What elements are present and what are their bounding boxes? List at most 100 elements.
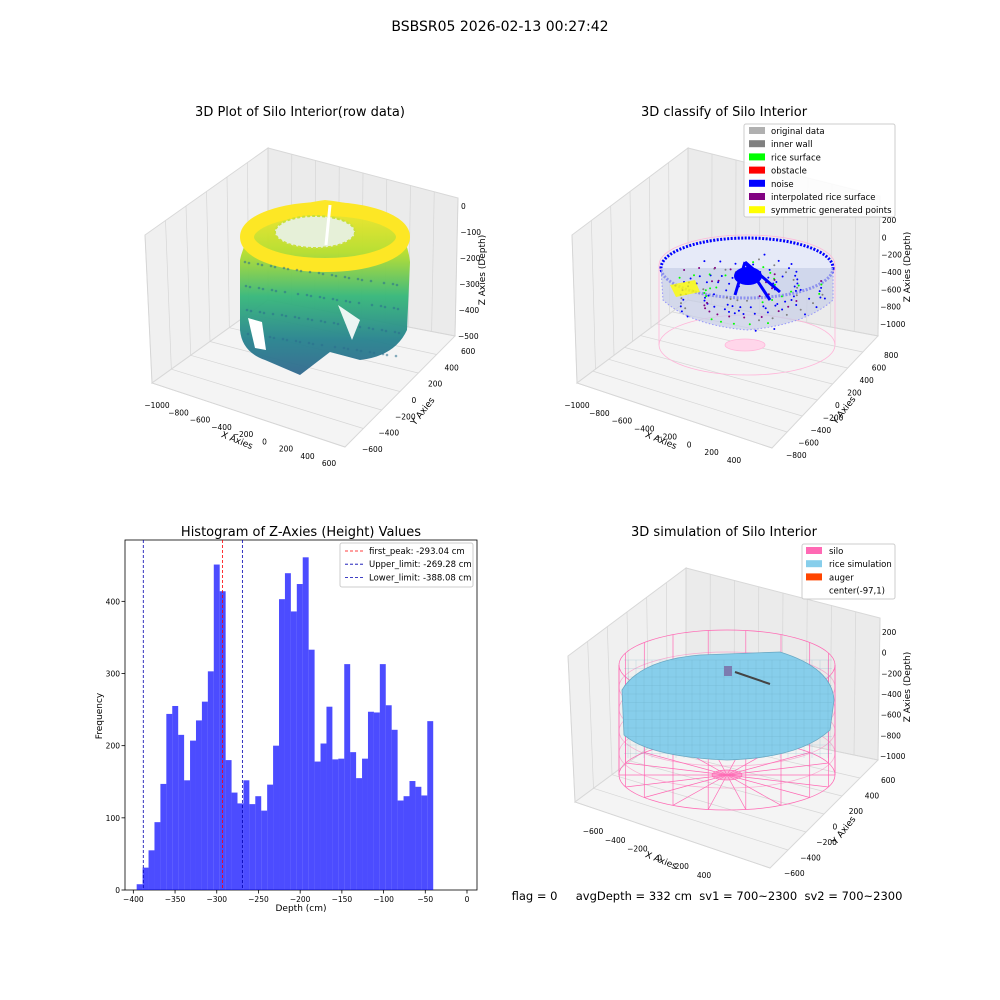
classify-data-point [777, 310, 780, 313]
histogram-bar [338, 758, 345, 890]
raw-data-point [331, 297, 335, 301]
histogram-bar [373, 712, 380, 890]
classify-legend-swatch [749, 153, 765, 161]
classify-data-point [773, 264, 776, 267]
panel-raw-3d: 3D Plot of Silo Interior(row data) −1000… [144, 105, 488, 468]
panel-classify-3d: 3D classify of Silo Interior original da… [564, 105, 913, 465]
histogram-x-tick-label: −400 [123, 895, 144, 904]
histogram-x-tick-label: −300 [206, 895, 227, 904]
classify-data-point [684, 307, 687, 310]
raw-data-point [262, 311, 266, 315]
classify-data-point [753, 312, 756, 315]
classify-data-point [706, 301, 708, 304]
classify-data-point [815, 306, 818, 309]
raw-data-point [358, 325, 362, 329]
classify-data-point [704, 307, 707, 310]
classify-data-point [716, 313, 719, 316]
histogram-x-axis-label: Depth (cm) [275, 904, 326, 914]
grid-line [648, 176, 652, 328]
simulation-z-tick-label: −1000 [880, 752, 906, 761]
classify-data-point [818, 292, 821, 295]
raw-data-point [247, 261, 251, 265]
histogram-bar [320, 743, 327, 890]
histogram-title: Histogram of Z-Axies (Height) Values [181, 525, 421, 540]
histogram-x-tick-label: −150 [332, 895, 353, 904]
classify-data-point [680, 310, 683, 313]
classify-data-point [729, 268, 732, 271]
raw-y-tick-label: −400 [379, 429, 400, 438]
simulation-legend-label: auger [829, 573, 854, 583]
histogram-bar [284, 573, 291, 890]
histogram-legend-label: Lower_limit: -388.08 cm [369, 573, 471, 583]
classify-data-point [781, 275, 784, 278]
classify-data-point [686, 315, 689, 318]
histogram-bar [195, 720, 202, 890]
silo-floor-spoke [625, 762, 728, 776]
silo-floor-spoke [625, 774, 728, 788]
raw-data-point [296, 292, 300, 296]
classify-data-point [682, 298, 685, 301]
grid-line [610, 205, 615, 356]
simulation-legend-swatch [806, 573, 822, 581]
raw-data-point [394, 354, 398, 358]
classify-data-point [708, 310, 711, 313]
classify-data-point [808, 297, 811, 300]
simulation-z-tick-label: −600 [881, 711, 902, 720]
grid-line [574, 801, 771, 869]
classify-legend-label: noise [771, 180, 794, 190]
raw-data-point [249, 309, 253, 313]
classify-z-tick-label: −200 [881, 251, 902, 260]
classify-y-tick-label: −400 [811, 426, 832, 435]
classify-data-point [790, 290, 793, 293]
simulation-z-tick-label: −200 [881, 669, 902, 678]
classify-data-point [698, 275, 701, 278]
classify-data-point [767, 322, 769, 325]
simulation-x-tick-label: −200 [627, 845, 648, 854]
classify-data-point [760, 316, 763, 318]
classify-data-point [729, 298, 732, 300]
raw-data-point [271, 312, 275, 316]
histogram-bar [362, 758, 368, 890]
raw-point-cloud [240, 200, 410, 375]
classify-data-point [758, 319, 760, 322]
classify-z-tick-labels: 200 0 −200 −400 −600 −800 −1000 [880, 216, 906, 329]
classify-data-point [762, 305, 765, 308]
classify-data-point [705, 281, 708, 284]
classify-legend-swatch [749, 179, 765, 187]
classify-data-point [726, 303, 729, 306]
classify-data-point [784, 300, 787, 303]
raw-data-point [333, 345, 337, 349]
grid-line [608, 358, 803, 417]
classify-data-point [714, 266, 716, 269]
raw-z-tick-label: 0 [461, 202, 466, 211]
classify-x-tick-label: 0 [687, 440, 692, 449]
grid-line [592, 370, 788, 433]
classify-legend: original data inner wall rice surface obsta… [743, 123, 896, 218]
simulation-rice-surface [621, 651, 835, 761]
classify-data-point [804, 313, 806, 316]
raw-data-point [323, 320, 327, 324]
raw-data-point [298, 340, 302, 344]
raw-data-point [369, 279, 373, 283]
simulation-x-tick-label: 400 [697, 871, 712, 880]
histogram-bar [249, 804, 256, 890]
classify-data-point [702, 288, 705, 291]
classify-data-point [796, 286, 799, 289]
histogram-bar [207, 671, 214, 890]
classify-data-point [820, 283, 823, 286]
classify-data-point [705, 295, 708, 298]
histogram-y-ticks: 0 100 200 300 400 [106, 597, 125, 895]
raw-data-point [397, 331, 401, 335]
classify-data-point [752, 263, 755, 266]
simulation-x-tick-labels: −600−400−200 0 200 400 [583, 827, 712, 880]
classify-data-point [717, 281, 720, 284]
classify-data-point [725, 289, 728, 292]
simulation-y-tick-label: −600 [784, 869, 805, 878]
classify-data-point [713, 293, 715, 296]
raw-data-point [360, 278, 364, 282]
raw-x-tick-label: 600 [322, 459, 337, 468]
classify-data-point [708, 273, 711, 276]
histogram-bar [231, 792, 238, 890]
figure-suptitle: BSBSR05 2026-02-13 00:27:42 [391, 19, 608, 35]
